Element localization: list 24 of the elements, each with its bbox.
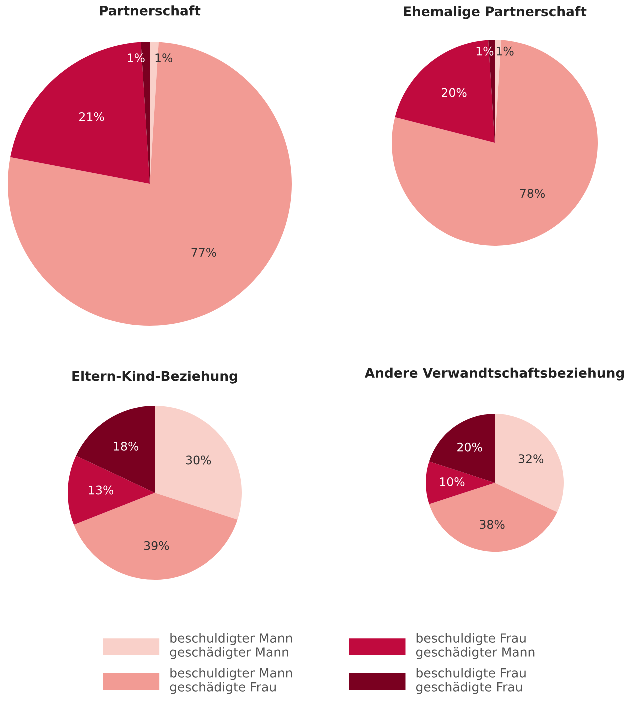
chart-title: Eltern-Kind-Beziehung <box>72 370 238 384</box>
data-label: 1% <box>128 54 145 63</box>
data-label: 38% <box>480 520 505 530</box>
legend-label: beschuldigte Frau geschädigter Mann <box>416 633 535 660</box>
chart-title: Andere Verwandtschaftsbeziehung <box>364 368 624 381</box>
data-label: 32% <box>518 454 544 464</box>
data-label: 18% <box>114 442 139 451</box>
data-label: 1% <box>496 46 514 56</box>
chart-title: Ehemalige Partnerschaft <box>404 6 587 20</box>
data-label: 78% <box>520 189 546 198</box>
data-label: 1% <box>156 54 173 63</box>
legend-label: beschuldigter Mann geschädigte Frau <box>170 668 292 694</box>
data-label: 20% <box>442 88 467 98</box>
legend-label: beschuldigter Mann geschädigter Mann <box>170 633 292 660</box>
data-label: 21% <box>80 112 104 122</box>
chart-title: Partnerschaft <box>100 6 201 16</box>
data-label: 20% <box>458 442 482 452</box>
data-label: 39% <box>144 541 170 550</box>
data-label: 30% <box>186 456 212 465</box>
legend-label: beschuldigte Frau geschädigte Frau <box>416 668 526 694</box>
data-label: 13% <box>89 486 114 495</box>
data-label: 77% <box>192 248 216 257</box>
data-label: 10% <box>440 477 465 486</box>
data-label: 1% <box>476 46 494 56</box>
